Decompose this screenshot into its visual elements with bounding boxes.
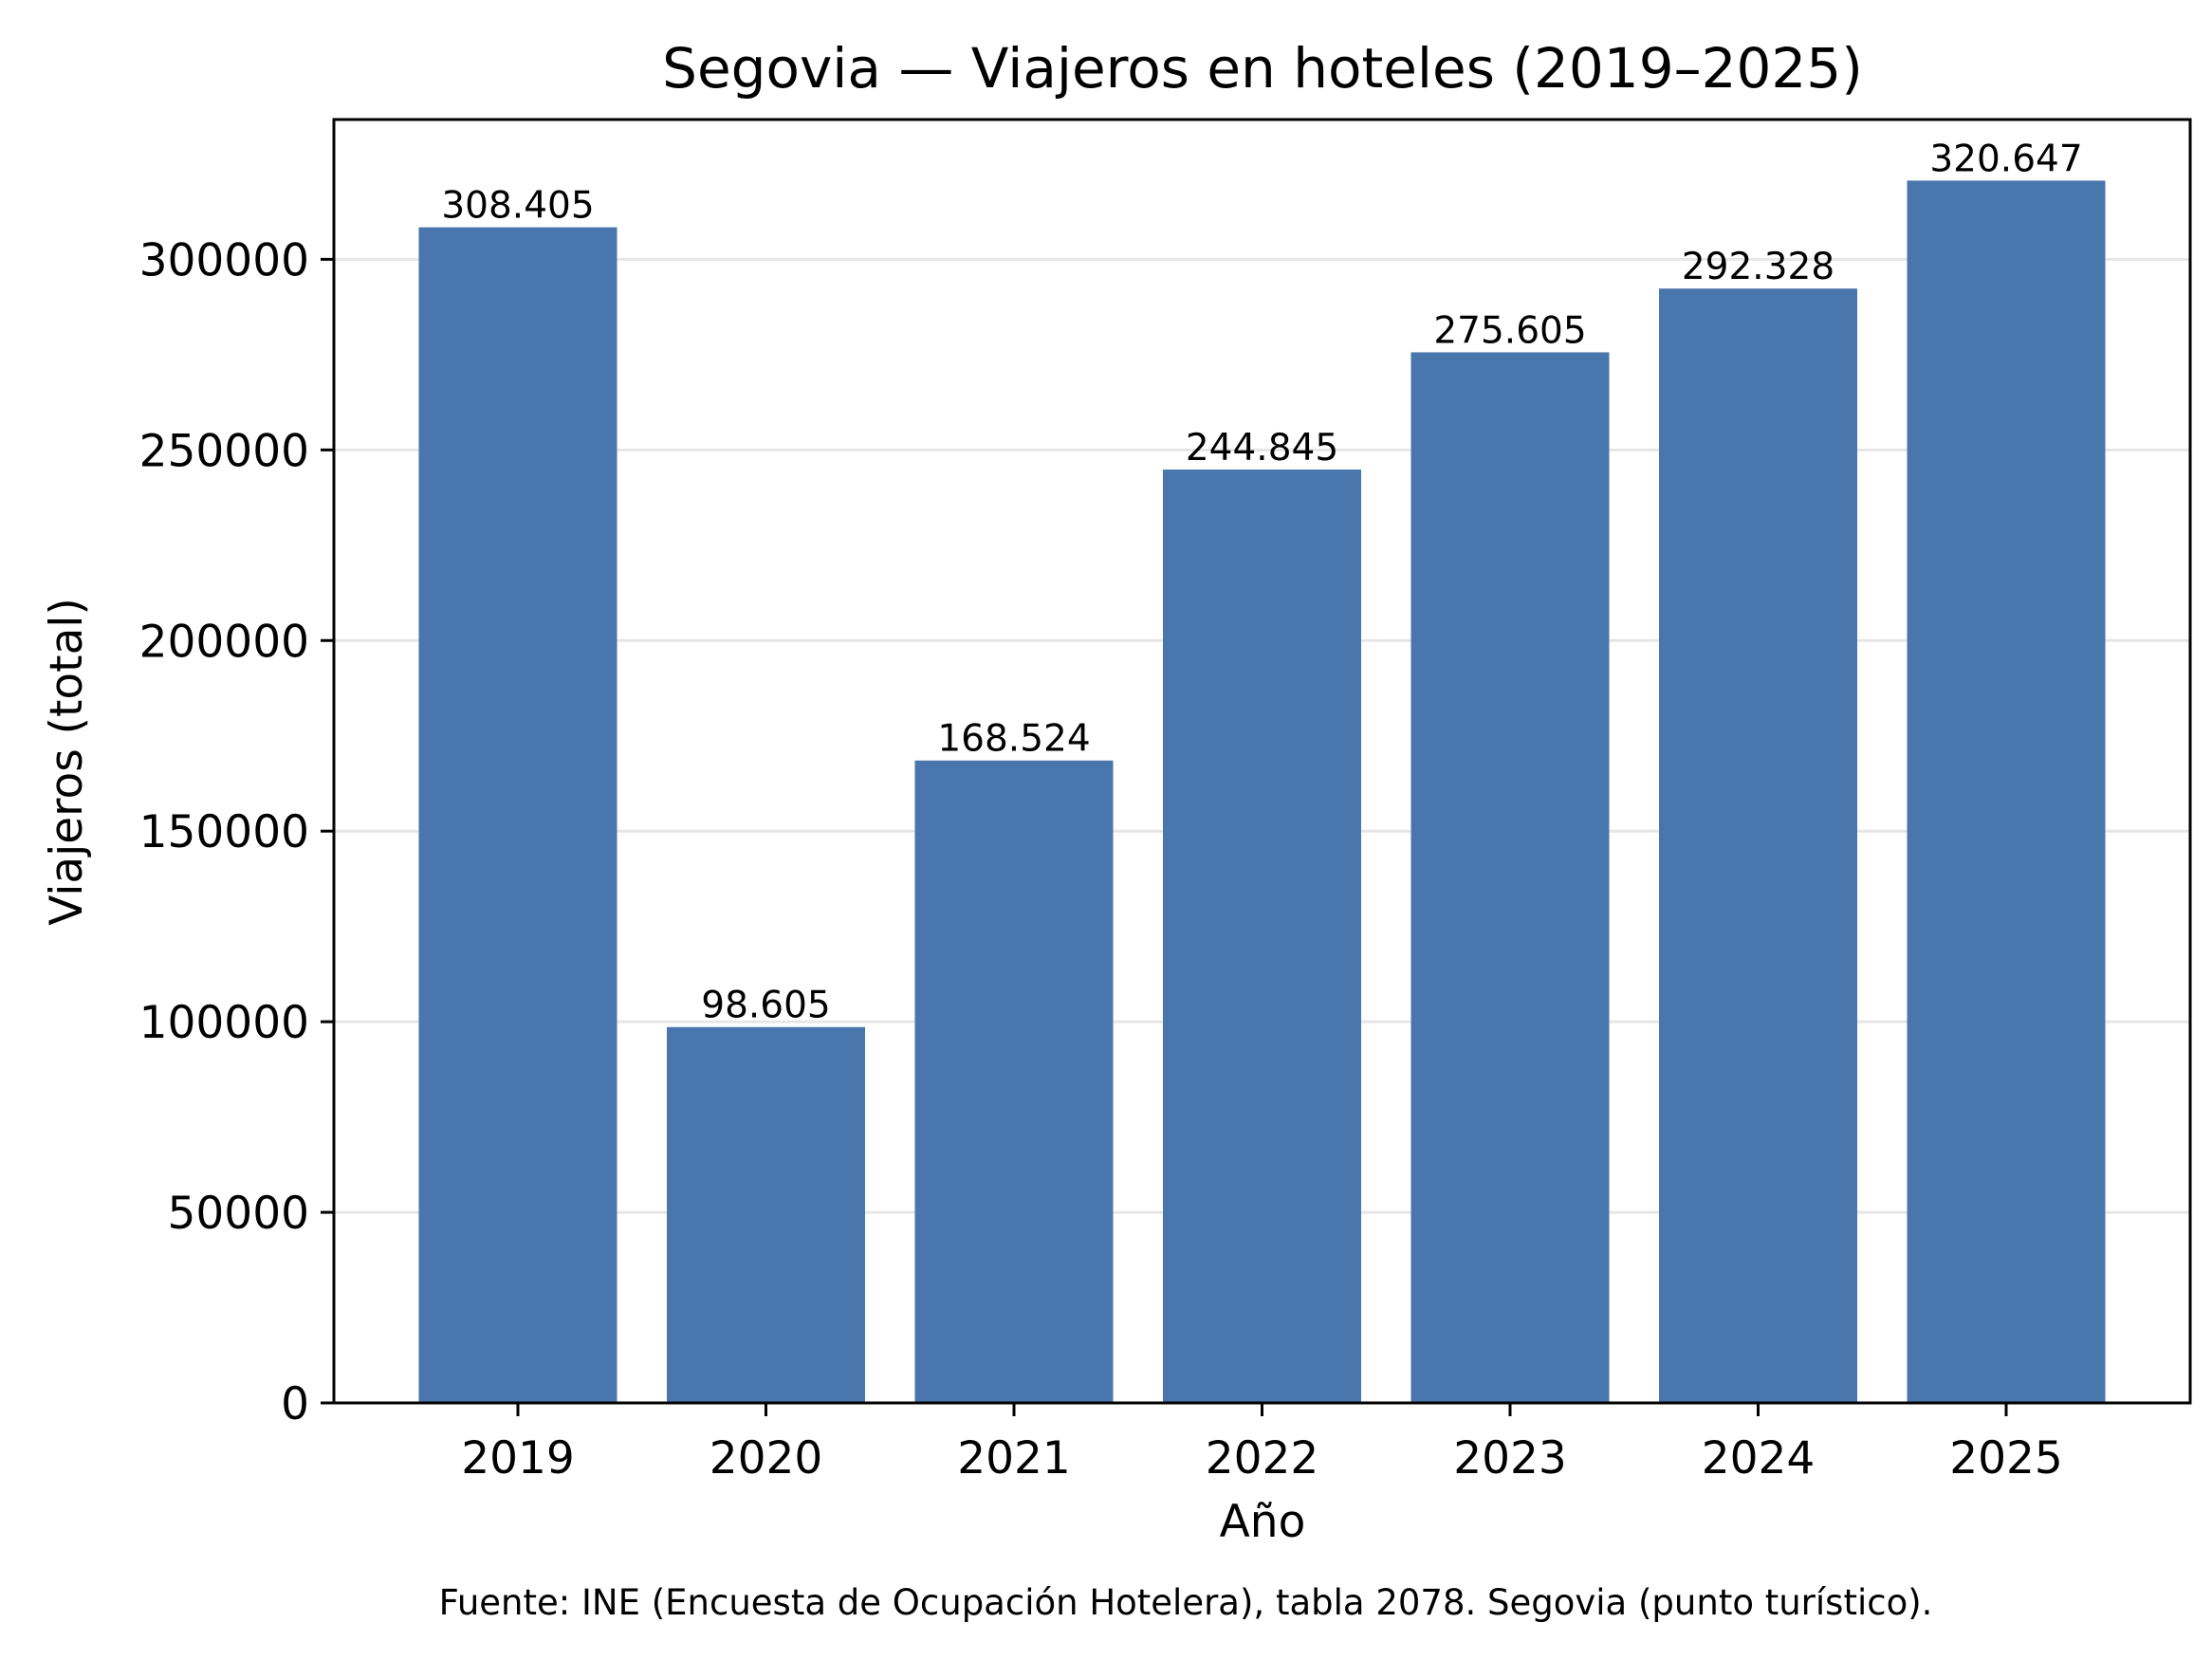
bar-2020: [667, 1026, 865, 1403]
data-label-2025: 320.647: [1929, 138, 2082, 180]
x-tick-label: 2023: [1453, 1432, 1567, 1485]
data-label-2021: 168.524: [937, 718, 1090, 761]
x-tick-label: 2021: [957, 1432, 1071, 1485]
x-tick-label: 2020: [710, 1432, 823, 1485]
x-axis-label: Año: [1220, 1496, 1306, 1548]
bar-2025: [1907, 180, 2106, 1404]
bar-2019: [418, 227, 618, 1403]
data-label-2019: 308.405: [441, 185, 594, 228]
y-axis-label: Viajeros (total): [41, 598, 93, 926]
x-tick-label: 2025: [1949, 1432, 2063, 1485]
y-tick-label: 150000: [139, 806, 309, 858]
data-label-2020: 98.605: [701, 985, 830, 1027]
bar-2024: [1659, 288, 1857, 1403]
source-note: Fuente: INE (Encuesta de Ocupación Hotel…: [439, 1582, 1933, 1623]
bar-2022: [1163, 470, 1361, 1404]
y-tick-label: 100000: [139, 997, 309, 1049]
y-tick-label: 0: [281, 1378, 309, 1430]
data-label-2024: 292.328: [1682, 246, 1834, 288]
y-tick-label: 300000: [139, 234, 309, 286]
bar-2023: [1410, 352, 1610, 1404]
chart-title: Segovia — Viajeros en hoteles (2019–2025…: [662, 36, 1863, 101]
plot-frame: [332, 118, 2192, 1405]
y-tick-label: 250000: [139, 425, 309, 477]
y-tick-label: 50000: [167, 1188, 309, 1240]
x-tick-label: 2024: [1702, 1432, 1816, 1485]
x-tick-label: 2019: [461, 1432, 575, 1485]
bar-2021: [914, 760, 1114, 1403]
x-tick-label: 2022: [1206, 1432, 1319, 1485]
y-tick-label: 200000: [139, 616, 309, 668]
bars: [418, 180, 2106, 1404]
y-axis-ticks: 0 50000 100000 150000 200000 250000 300000: [139, 234, 334, 1430]
data-labels: 308.405 98.605 168.524 244.845 275.605 292.32…: [441, 138, 2082, 1026]
data-label-2023: 275.605: [1433, 309, 1586, 352]
x-axis-ticks: 2019 2020 2021 2022 2023 2024 2025: [461, 1403, 2063, 1485]
data-label-2022: 244.845: [1186, 427, 1338, 470]
